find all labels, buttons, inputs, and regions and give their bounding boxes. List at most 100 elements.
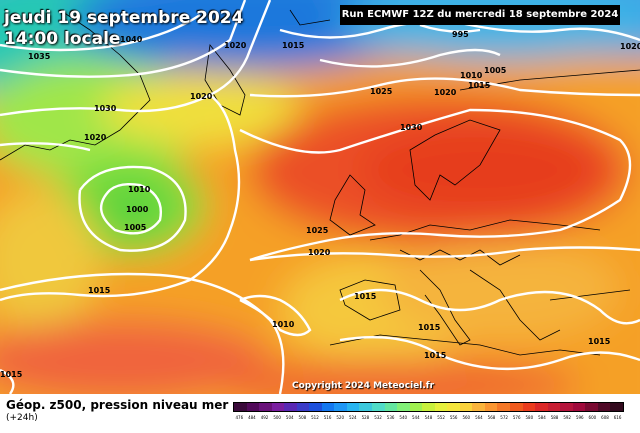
color-scale [233,402,624,412]
weather-map: jeudi 19 septembre 2024 14:00 locale Run… [0,0,640,394]
iberia-coast [339,279,401,321]
isobar-1010-south [239,294,312,337]
isobar-995 [419,23,481,33]
color-scale-label: 484 [248,415,256,420]
isobar-label: 1015 [88,286,111,295]
color-scale-swatch [246,403,260,411]
color-scale-swatch [547,403,561,411]
color-scale-swatch [321,403,335,411]
color-scale-swatch [384,403,398,411]
color-scale-label: 552 [437,415,445,420]
color-scale-label: 512 [311,415,319,420]
isobar-label: 1015 [418,323,441,332]
isobar-label: 1015 [282,41,305,50]
italy-coast [419,269,471,346]
run-info-banner: Run ECMWF 12Z du mercredi 18 septembre 2… [340,5,620,25]
color-scale-swatch [585,403,598,411]
color-scale-labels: 476 484 492 500 504 508 512 516 520 524 528 532 536 5… [233,414,624,422]
isobar-label: 1040 [120,35,143,44]
isobars [0,0,640,394]
isobar-1015-south [339,288,640,325]
color-scale-label: 476 [235,415,244,420]
isobar-1020-west [0,142,91,152]
isobar-1010-low [78,165,187,252]
color-scale-label: 508 [298,415,307,420]
isobar-label: 1025 [370,87,393,96]
isobar-1015-corner [0,368,15,394]
legend-subtitle: (+24h) [6,413,38,423]
isobar-label: 1015 [354,292,377,301]
isobar-label: 1005 [484,66,507,75]
color-scale-swatch [447,403,460,411]
isobar-label: 1020 [308,248,331,257]
color-scale-swatch [271,403,285,411]
color-scale-label: 572 [500,415,508,420]
isobar-1015-south-west [0,272,285,394]
color-scale-label: 596 [575,415,584,420]
color-scale-label: 516 [323,415,332,420]
balkans-coast [469,269,561,341]
color-scale-label: 584 [538,415,546,420]
color-scale-label: 492 [260,415,269,420]
isobar-label: 1035 [28,52,51,61]
isobar-label: 1025 [306,226,329,235]
coastlines [0,9,640,356]
color-scale-label: 592 [563,415,571,420]
color-scale-label: 600 [588,415,597,420]
color-scale-label: 544 [412,415,420,420]
color-scale-label: 608 [601,415,609,420]
color-scale-label: 580 [525,415,534,420]
arctic-island-coast [289,9,331,26]
color-scale-label: 500 [273,415,281,420]
color-scale-label: 536 [386,415,395,420]
color-scale-label: 616 [613,415,622,420]
color-scale-swatch [535,403,548,411]
color-scale-swatch [434,403,448,411]
isobar-label: 1010 [128,185,151,194]
legend-title: Géop. z500, pression niveau mer [6,398,229,412]
color-scale-swatch [472,403,485,411]
country-borders [399,249,521,266]
isobar-label: 1015 [468,81,491,90]
isobar-label: 1020 [190,92,213,101]
color-scale-label: 504 [285,415,294,420]
scandinavia-coast [409,119,501,201]
color-scale-swatch [259,403,272,411]
map-canvas [0,0,640,394]
arctic-russia-coast [459,69,640,91]
isobar-1040 [0,14,201,52]
color-scale-label: 548 [424,415,433,420]
color-scale-swatch [234,403,247,411]
isobar-label: 1015 [0,370,23,379]
isobar-1015-med [339,335,640,371]
legend-footer: Géop. z500, pression niveau mer (+24h) 4… [0,394,640,433]
isobar-label: 1020 [434,88,457,97]
isobar-label: 1010 [460,71,483,80]
color-scale-swatch [309,403,322,411]
color-scale-label: 556 [449,415,458,420]
isobar-label: 1030 [400,123,423,132]
color-scale-swatch [422,403,435,411]
color-scale-swatch [284,403,297,411]
color-scale-swatch [346,403,360,411]
color-scale-label: 568 [487,415,496,420]
color-scale-label: 560 [462,415,471,420]
color-scale-label: 540 [399,415,408,420]
north-africa-coast [329,334,601,356]
isobar-label: 995 [452,30,469,39]
color-scale-swatch [359,403,373,411]
isobar-1020-west-loop [0,94,241,302]
color-scale-swatch [597,403,611,411]
isobar-label: 1000 [126,205,149,214]
british-isles-coast [329,174,376,236]
isobar-label: 1010 [272,320,295,329]
color-scale-label: 532 [374,415,382,420]
color-scale-swatch [610,403,623,411]
isobar-label: 1020 [84,133,107,142]
isobar-label: 1015 [588,337,611,346]
color-scale-label: 524 [348,415,357,420]
color-scale-swatch [572,403,586,411]
isobar-1030 [0,0,272,117]
color-scale-swatch [560,403,573,411]
color-scale-swatch [484,403,498,411]
